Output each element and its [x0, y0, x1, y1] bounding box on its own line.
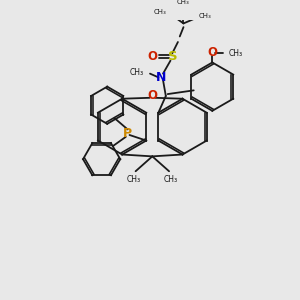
Text: CH₃: CH₃ [198, 13, 211, 19]
Text: CH₃: CH₃ [177, 0, 190, 5]
Text: CH₃: CH₃ [154, 9, 167, 15]
Text: O: O [207, 46, 217, 59]
Text: O: O [147, 50, 157, 63]
Text: N: N [156, 71, 166, 84]
Text: CH₃: CH₃ [129, 68, 143, 77]
Text: O: O [147, 89, 157, 102]
Text: CH₃: CH₃ [127, 175, 141, 184]
Text: P: P [123, 127, 132, 140]
Text: CH₃: CH₃ [164, 175, 178, 184]
Text: CH₃: CH₃ [229, 49, 243, 58]
Text: S: S [167, 50, 177, 63]
